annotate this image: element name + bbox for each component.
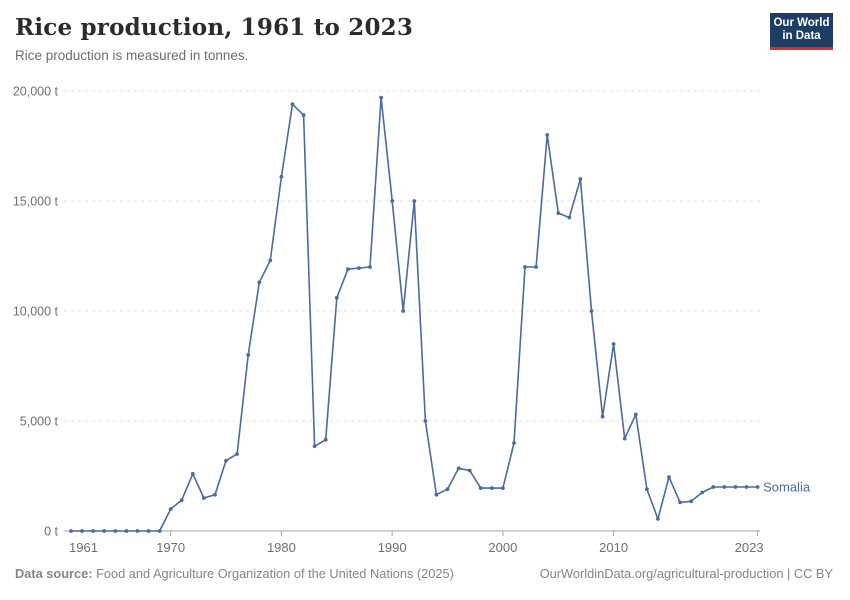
data-point	[545, 133, 550, 137]
data-point	[135, 529, 140, 533]
data-point	[323, 437, 328, 442]
data-point	[456, 466, 461, 471]
y-axis-tick-label: 10,000 t	[13, 305, 59, 319]
data-point	[445, 487, 450, 492]
data-point	[113, 529, 118, 533]
data-point	[567, 215, 572, 220]
data-point	[312, 444, 317, 449]
license-text: | CC BY	[783, 566, 833, 581]
x-axis-tick-label: 1961	[69, 540, 98, 555]
chart-header: Rice production, 1961 to 2023 Rice produ…	[15, 14, 755, 63]
data-point	[390, 199, 395, 203]
data-point	[301, 113, 306, 118]
footer-attribution: OurWorldinData.org/agricultural-producti…	[540, 566, 833, 581]
data-point	[124, 529, 129, 533]
owid-logo[interactable]: Our World in Data	[770, 13, 833, 50]
data-point	[489, 486, 494, 490]
data-point	[722, 485, 727, 489]
data-point	[69, 529, 73, 533]
data-point	[224, 458, 228, 463]
data-point	[733, 485, 738, 489]
chart-footer: Data source: Food and Agriculture Organi…	[15, 566, 833, 581]
data-point	[645, 487, 649, 492]
data-point	[368, 265, 372, 269]
x-axis-tick-label: 2010	[599, 540, 628, 555]
y-axis-tick-label: 5,000 t	[20, 415, 59, 429]
y-axis-tick-label: 15,000 t	[13, 195, 59, 209]
data-point	[157, 529, 162, 533]
data-point	[168, 507, 173, 511]
data-point	[700, 490, 705, 495]
data-point	[478, 486, 483, 490]
data-point	[667, 475, 671, 479]
data-point	[213, 492, 217, 497]
data-point	[656, 517, 660, 521]
data-point	[91, 529, 95, 533]
data-point	[744, 485, 749, 489]
owid-logo-line2: in Data	[782, 30, 821, 42]
x-axis-tick-label: 1980	[267, 540, 296, 555]
x-axis-tick-label: 1990	[378, 540, 407, 555]
data-point	[611, 342, 616, 346]
data-point	[501, 486, 505, 490]
data-point	[401, 309, 406, 313]
series-line-somalia	[70, 96, 759, 532]
data-point	[678, 500, 682, 505]
data-point	[179, 498, 184, 503]
data-point	[290, 102, 295, 107]
data-point	[556, 211, 561, 216]
y-axis-tick-label: 20,000 t	[13, 85, 59, 99]
data-source-label: Data source:	[15, 566, 93, 581]
data-point	[512, 441, 516, 445]
data-point	[600, 414, 605, 419]
data-point	[633, 412, 638, 417]
data-point	[346, 267, 350, 272]
data-point	[279, 174, 284, 179]
data-point	[689, 499, 694, 504]
entity-label[interactable]: Somalia	[763, 480, 811, 495]
data-point	[534, 265, 538, 269]
data-point	[102, 529, 107, 533]
data-point	[246, 353, 251, 357]
chart-subtitle: Rice production is measured in tonnes.	[15, 48, 249, 63]
data-point	[235, 452, 240, 456]
page-title: Rice production, 1961 to 2023	[15, 14, 414, 41]
data-point	[434, 492, 439, 497]
data-point	[523, 265, 527, 269]
owid-url-link[interactable]: OurWorldinData.org/agricultural-producti…	[539, 566, 784, 581]
data-point	[357, 266, 361, 270]
data-point	[334, 295, 339, 300]
data-point	[412, 199, 417, 203]
data-point	[423, 419, 428, 423]
data-point	[257, 280, 262, 285]
data-point	[379, 95, 383, 100]
data-point	[202, 496, 206, 500]
x-axis-tick-label: 2023	[735, 540, 764, 555]
data-source-note: Data source: Food and Agriculture Organi…	[15, 566, 454, 581]
data-point	[622, 436, 627, 441]
data-source-text: Food and Agriculture Organization of the…	[92, 566, 454, 581]
data-point	[80, 529, 84, 533]
x-axis-tick-label: 2000	[488, 540, 517, 555]
data-point	[755, 485, 760, 489]
data-point	[589, 309, 594, 313]
data-point	[146, 529, 151, 533]
data-point	[711, 485, 716, 489]
data-point	[578, 177, 583, 181]
y-axis-tick-label: 0 t	[44, 525, 58, 539]
data-point	[190, 471, 195, 476]
owid-logo-line1: Our World	[773, 16, 830, 29]
data-point	[268, 258, 273, 263]
x-axis-tick-label: 1970	[156, 540, 185, 555]
data-point	[467, 468, 472, 473]
